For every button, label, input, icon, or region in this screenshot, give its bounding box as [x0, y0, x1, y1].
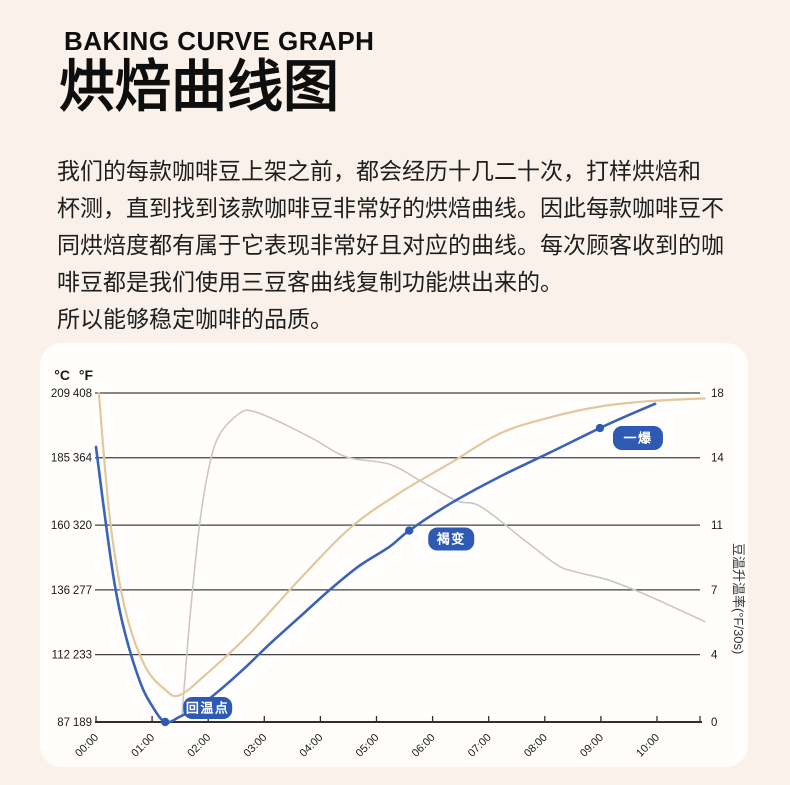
y-left-label-c: 160: [51, 520, 70, 532]
y-right-label-ror: 18: [711, 388, 724, 400]
x-tick-label: 06:00: [410, 732, 438, 760]
annotation-label-first-crack: 一爆: [623, 431, 652, 446]
x-tick-label: 01:00: [129, 732, 157, 760]
page-title: 烘焙曲线图: [59, 55, 339, 118]
y-left-axis-header: °C °F: [54, 367, 93, 383]
series-rate-of-rise: [181, 409, 706, 716]
x-tick-label: 00:00: [73, 732, 101, 760]
x-tick-label: 09:00: [578, 732, 606, 760]
y-left-header-c: °C: [54, 367, 70, 383]
intro-line-2: 杯测，直到找到该款咖啡豆非常好的烘焙曲线。因此每款咖啡豆不: [57, 195, 724, 221]
x-tick-label: 07:00: [466, 732, 494, 760]
x-tick-label: 05:00: [354, 732, 382, 760]
annotation-dot-turning-point: [160, 717, 170, 727]
x-tick-label: 03:00: [241, 732, 269, 760]
y-left-label-c: 87: [57, 717, 70, 729]
intro-line-4: 啡豆都是我们使用三豆客曲线复制功能烘出来的。: [57, 269, 563, 295]
intro-line-5: 所以能够稳定咖啡的品质。: [57, 306, 333, 332]
annotation-dot-browning: [405, 526, 414, 535]
intro-line-1: 我们的每款咖啡豆上架之前，都会经历十几二十次，打样烘焙和: [57, 158, 701, 184]
y-left-label-f: 189: [73, 717, 92, 729]
chart-card: 209 408 18 185 364 14 160 320 11 136 277 7 112 233 4 87…: [40, 343, 748, 767]
y-left-label-f: 408: [73, 388, 92, 400]
roast-curve-chart: 209 408 18 185 364 14 160 320 11 136 277 7 112 233 4 87…: [51, 367, 746, 760]
y-left-label-c: 209: [51, 388, 70, 400]
axis-labels: 209 408 18 185 364 14 160 320 11 136 277 7 112 233 4 87…: [51, 388, 725, 729]
x-tick-label: 02:00: [185, 732, 213, 760]
annotation-browning: 褐变: [405, 526, 475, 551]
intro-paragraph: 我们的每款咖啡豆上架之前，都会经历十几二十次，打样烘焙和 杯测，直到找到该款咖啡…: [57, 153, 757, 338]
annotation-turning-point: 回温点: [160, 697, 233, 727]
y-left-label-c: 185: [51, 453, 70, 465]
annotation-badge-first-crack: [612, 426, 663, 451]
annotation-label-turning-point: 回温点: [186, 701, 230, 716]
x-tick-label: 10:00: [634, 732, 662, 760]
x-tick-label: 08:00: [522, 732, 550, 760]
x-tick-label: 04:00: [298, 732, 326, 760]
annotation-first-crack: 一爆: [595, 423, 663, 451]
annotation-badge-turning-point: [183, 697, 233, 719]
series-bean-temperature: [94, 402, 657, 724]
y-left-header-f: °F: [79, 367, 94, 383]
y-right-label-ror: 4: [711, 650, 718, 662]
page-subtitle-en: BAKING CURVE GRAPH: [64, 26, 375, 56]
y-left-label-c: 136: [51, 585, 70, 597]
y-left-label-c: 112: [52, 650, 70, 662]
y-right-label-ror: 7: [711, 585, 717, 597]
y-left-label-f: 364: [73, 453, 93, 465]
y-right-label-ror: 11: [711, 520, 723, 532]
y-right-axis-title: 豆温升温率(°F/30s): [731, 543, 746, 654]
intro-line-3: 同烘焙度都有属于它表现非常好且对应的曲线。每次顾客收到的咖: [57, 232, 724, 258]
annotation-dot-first-crack: [595, 423, 605, 433]
annotation-badge-browning: [428, 527, 475, 551]
series-environment-temperature: [97, 391, 706, 698]
y-left-label-f: 277: [73, 585, 92, 597]
annotation-label-browning: 褐变: [436, 532, 466, 547]
y-left-label-f: 233: [73, 650, 92, 662]
y-right-label-ror: 14: [711, 453, 724, 465]
y-right-label-ror: 0: [711, 717, 717, 729]
y-left-label-f: 320: [73, 520, 92, 532]
